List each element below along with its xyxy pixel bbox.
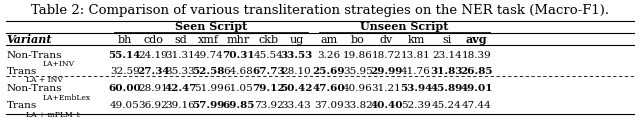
Text: 40.40: 40.40	[371, 101, 403, 110]
Text: LA + mPLM_t: LA + mPLM_t	[26, 110, 80, 118]
Text: LA+EmbLex: LA+EmbLex	[42, 94, 90, 102]
Text: 3.26: 3.26	[317, 51, 340, 60]
Text: 28.10: 28.10	[282, 67, 311, 76]
Text: 51.99: 51.99	[194, 84, 223, 93]
Text: 79.12: 79.12	[253, 84, 285, 93]
Text: 69.85: 69.85	[222, 101, 254, 110]
Text: am: am	[321, 35, 337, 44]
Text: 70.31: 70.31	[222, 51, 254, 60]
Text: 37.09: 37.09	[314, 101, 344, 110]
Text: 19.86: 19.86	[343, 51, 372, 60]
Text: Non-Trans: Non-Trans	[6, 84, 62, 93]
Text: bh: bh	[118, 35, 132, 44]
Text: km: km	[407, 35, 425, 44]
Text: 73.92: 73.92	[254, 101, 284, 110]
Text: 45.24: 45.24	[432, 101, 461, 110]
Text: si: si	[442, 35, 451, 44]
Text: LA + INV: LA + INV	[26, 76, 63, 84]
Text: ug: ug	[289, 35, 303, 44]
Text: bo: bo	[351, 35, 365, 44]
Text: Non-Trans: Non-Trans	[6, 51, 62, 60]
Text: LA+INV: LA+INV	[42, 60, 74, 68]
Text: 35.33: 35.33	[166, 67, 195, 76]
Text: Trans: Trans	[6, 101, 36, 110]
Text: 27.34: 27.34	[138, 67, 170, 76]
Text: 26.85: 26.85	[461, 67, 493, 76]
Text: Variant: Variant	[6, 34, 52, 45]
Text: xmf: xmf	[198, 35, 219, 44]
Text: 24.19: 24.19	[139, 51, 168, 60]
Text: 28.91: 28.91	[139, 84, 168, 93]
Text: 33.82: 33.82	[343, 101, 372, 110]
Text: 35.95: 35.95	[343, 67, 372, 76]
Text: 29.99: 29.99	[371, 67, 403, 76]
Text: 52.39: 52.39	[401, 101, 431, 110]
Text: 42.47: 42.47	[164, 84, 196, 93]
Text: Unseen Script: Unseen Script	[360, 21, 449, 32]
Text: 25.69: 25.69	[313, 67, 345, 76]
Text: 45.89: 45.89	[431, 84, 463, 93]
Text: 33.53: 33.53	[280, 51, 312, 60]
Text: 67.73: 67.73	[253, 67, 285, 76]
Text: 47.60: 47.60	[313, 84, 345, 93]
Text: 33.43: 33.43	[282, 101, 311, 110]
Text: 52.58: 52.58	[193, 67, 225, 76]
Text: 61.05: 61.05	[223, 84, 253, 93]
Text: 18.39: 18.39	[462, 51, 492, 60]
Text: 13.81: 13.81	[401, 51, 431, 60]
Text: 40.96: 40.96	[343, 84, 372, 93]
Text: 45.54: 45.54	[254, 51, 284, 60]
Text: 41.76: 41.76	[401, 67, 431, 76]
Text: 47.44: 47.44	[462, 101, 492, 110]
Text: 32.59: 32.59	[110, 67, 140, 76]
Text: 64.68: 64.68	[223, 67, 253, 76]
Text: Seen Script: Seen Script	[175, 21, 247, 32]
Text: 50.42: 50.42	[280, 84, 312, 93]
Text: 31.21: 31.21	[372, 84, 401, 93]
Text: cdo: cdo	[143, 35, 164, 44]
Text: 39.16: 39.16	[166, 101, 195, 110]
Text: 23.14: 23.14	[432, 51, 461, 60]
Text: ckb: ckb	[259, 35, 279, 44]
Text: avg: avg	[466, 34, 488, 45]
Text: 55.14: 55.14	[109, 51, 141, 60]
Text: sd: sd	[174, 35, 187, 44]
Text: 18.72: 18.72	[372, 51, 401, 60]
Text: dv: dv	[380, 35, 393, 44]
Text: 49.74: 49.74	[194, 51, 223, 60]
Text: 57.99: 57.99	[193, 101, 225, 110]
Text: 49.01: 49.01	[461, 84, 493, 93]
Text: 36.92: 36.92	[139, 101, 168, 110]
Text: Trans: Trans	[6, 67, 36, 76]
Text: 31.31: 31.31	[166, 51, 195, 60]
Text: 53.94: 53.94	[400, 84, 432, 93]
Text: 31.83: 31.83	[431, 67, 463, 76]
Text: mhr: mhr	[227, 35, 250, 44]
Text: 49.05: 49.05	[110, 101, 140, 110]
Text: 60.00: 60.00	[108, 84, 141, 93]
Text: Table 2: Comparison of various transliteration strategies on the NER task (Macro: Table 2: Comparison of various translite…	[31, 4, 609, 17]
